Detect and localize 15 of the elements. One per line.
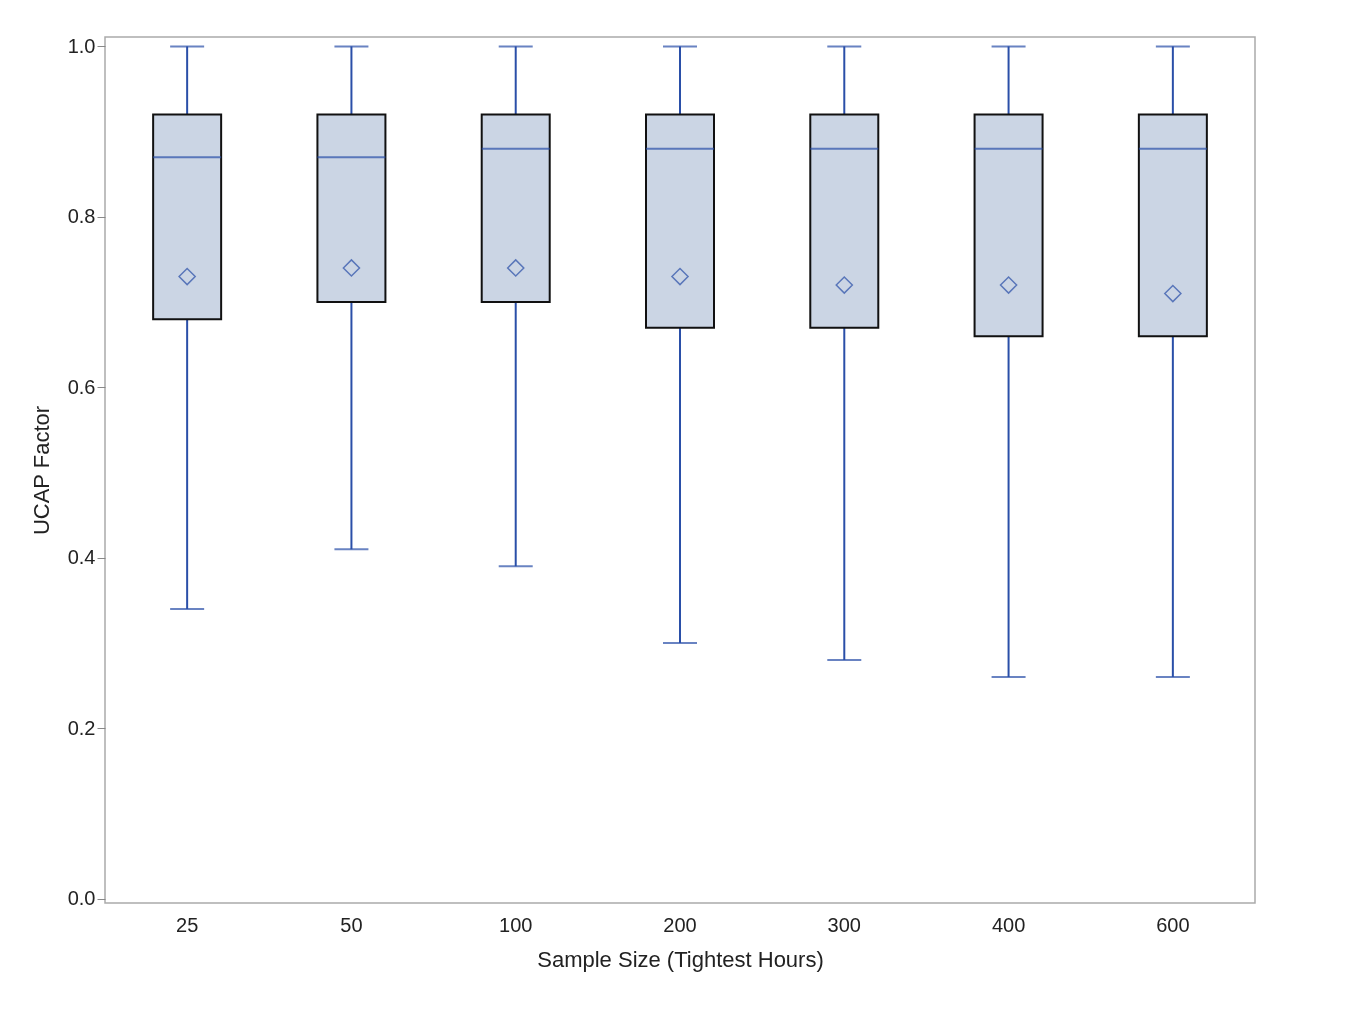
y-tick-label: 0.0 [67,887,96,910]
y-axis-title: UCAP Factor [28,405,54,536]
x-tick-label: 25 [176,913,199,936]
x-tick-label: 100 [499,913,533,936]
x-tick-label: 200 [663,913,697,936]
x-tick-label: 300 [827,913,861,936]
x-tick-label: 600 [1156,913,1190,936]
x-axis-title: Sample Size (Tightest Hours) [537,946,824,972]
x-tick-label: 50 [340,913,363,936]
y-tick-label: 1.0 [67,34,96,57]
y-tick-label: 0.6 [67,375,96,398]
y-tick-label: 0.2 [67,716,96,739]
y-tick-label: 0.8 [67,205,96,228]
y-tick-label: 0.4 [67,546,96,569]
x-tick-label: 400 [991,913,1026,936]
